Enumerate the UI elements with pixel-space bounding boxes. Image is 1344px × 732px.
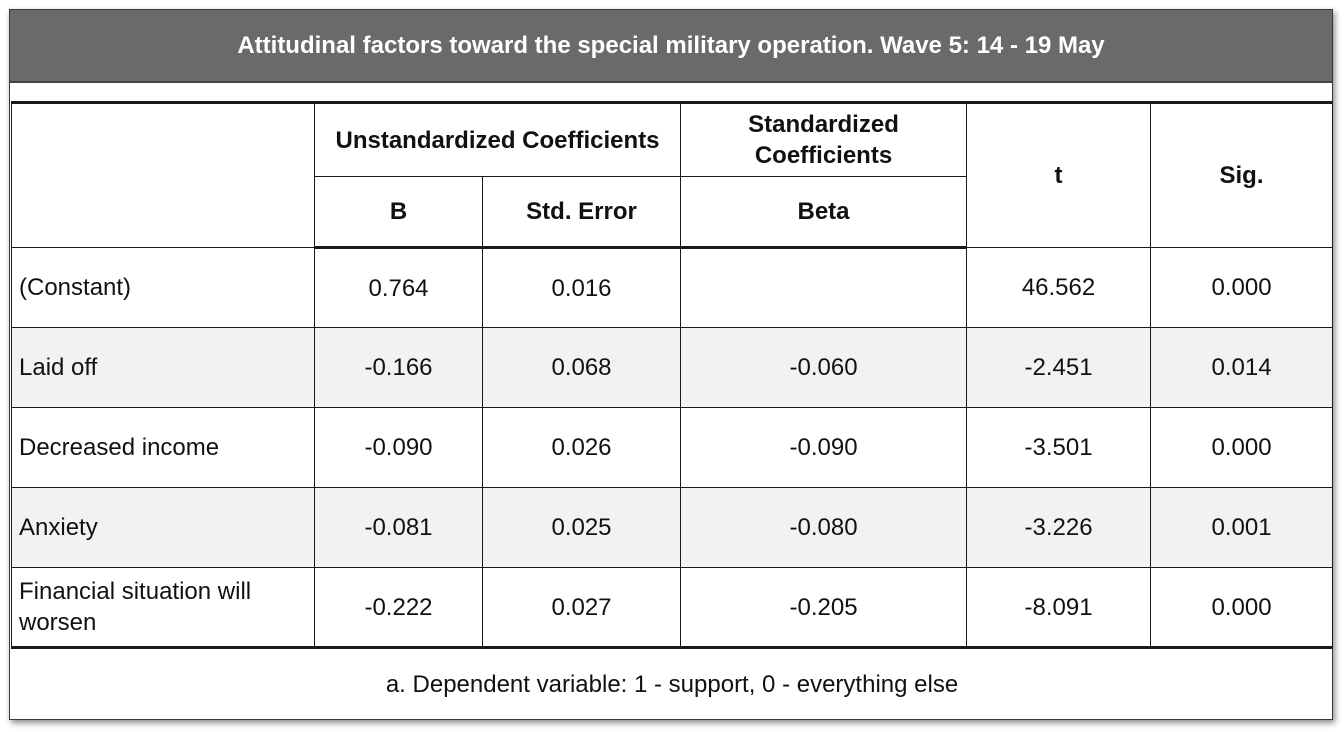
header-sig: Sig.: [1150, 101, 1334, 248]
table-title: Attitudinal factors toward the special m…: [10, 10, 1332, 83]
header-standardized-coefficients: Standardized Coefficients: [680, 101, 968, 177]
table-row: Laid off -0.166 0.068 -0.060 -2.451 0.01…: [11, 327, 1334, 408]
row-label: Anxiety: [11, 487, 315, 568]
table-frame: Attitudinal factors toward the special m…: [9, 9, 1334, 720]
cell-b: -0.222: [314, 567, 483, 649]
row-label: Financial situation will worsen: [11, 567, 315, 649]
header-blank-cell: [11, 101, 315, 248]
cell-std-error: 0.068: [481, 327, 682, 408]
header-beta: Beta: [680, 176, 968, 249]
cell-beta: -0.060: [680, 327, 968, 408]
row-label: Decreased income: [11, 407, 315, 488]
row-label: (Constant): [11, 247, 315, 328]
table-row: Decreased income -0.090 0.026 -0.090 -3.…: [11, 407, 1334, 488]
table-row: (Constant) 0.764 0.016 46.562 0.000: [11, 247, 1334, 328]
cell-t: -3.501: [966, 407, 1152, 488]
footnote-row: a. Dependent variable: 1 - support, 0 - …: [11, 647, 1333, 720]
row-label: Laid off: [11, 327, 315, 408]
cell-std-error: 0.016: [481, 247, 682, 328]
regression-table: Unstandardized Coefficients Standardized…: [11, 101, 1334, 720]
cell-beta: [680, 247, 968, 328]
header-row-2: B Std. Error Beta: [12, 176, 1333, 249]
cell-t: -3.226: [966, 487, 1152, 568]
cell-t: 46.562: [966, 247, 1152, 328]
footnote: a. Dependent variable: 1 - support, 0 - …: [11, 647, 1333, 720]
cell-sig: 0.000: [1150, 407, 1334, 488]
table-row: Financial situation will worsen -0.222 0…: [11, 567, 1334, 649]
header-unstandardized-coefficients: Unstandardized Coefficients: [313, 101, 682, 177]
cell-std-error: 0.027: [481, 567, 682, 649]
cell-t: -2.451: [966, 327, 1152, 408]
table-row: Anxiety -0.081 0.025 -0.080 -3.226 0.001: [11, 487, 1334, 568]
cell-sig: 0.000: [1150, 567, 1334, 649]
cell-b: 0.764: [314, 247, 483, 328]
header-t: t: [966, 101, 1152, 248]
cell-beta: -0.090: [680, 407, 968, 488]
cell-b: -0.090: [314, 407, 483, 488]
header-std-error: Std. Error: [481, 176, 682, 249]
cell-sig: 0.001: [1150, 487, 1334, 568]
cell-sig: 0.000: [1150, 247, 1334, 328]
cell-b: -0.081: [314, 487, 483, 568]
header-row-1: Unstandardized Coefficients Standardized…: [11, 101, 1334, 248]
cell-beta: -0.205: [680, 567, 968, 649]
cell-std-error: 0.025: [481, 487, 682, 568]
cell-beta: -0.080: [680, 487, 968, 568]
cell-sig: 0.014: [1150, 327, 1334, 408]
cell-std-error: 0.026: [481, 407, 682, 488]
cell-b: -0.166: [314, 327, 483, 408]
header-b: B: [314, 176, 483, 249]
cell-t: -8.091: [966, 567, 1152, 649]
